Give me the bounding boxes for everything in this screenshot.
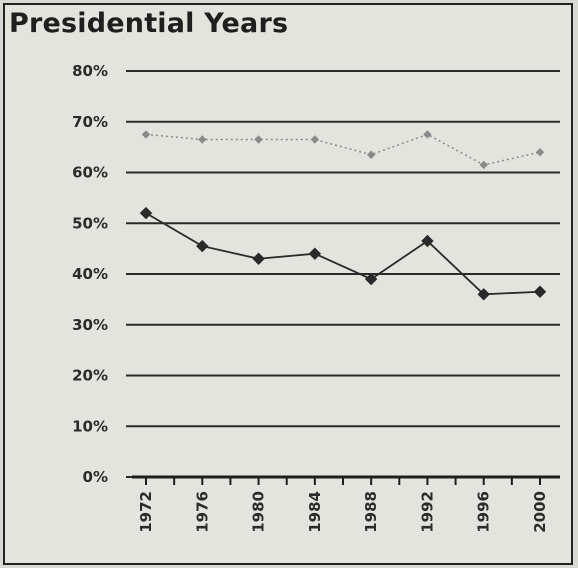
series-2 (139, 206, 547, 301)
y-tick-label: 20% (72, 367, 108, 385)
x-tick-label: 1980 (250, 491, 268, 533)
x-tick-label: 1984 (306, 491, 324, 533)
data-point (139, 206, 153, 220)
data-point (364, 272, 378, 286)
data-point (198, 135, 207, 144)
x-tick-label: 1992 (418, 491, 436, 533)
data-point (479, 160, 488, 170)
y-tick-label: 0% (83, 468, 108, 486)
x-tick-label: 1996 (475, 491, 493, 533)
chart-title: Presidential Years (9, 8, 289, 39)
data-point (141, 130, 151, 139)
x-axis-ticks: 1972 1976 1980 1984 1988 1992 1996 2000 (137, 491, 549, 533)
data-point (477, 288, 490, 301)
x-tick-label: 1972 (137, 491, 155, 533)
series-line (145, 133, 541, 166)
y-tick-label: 10% (72, 417, 108, 435)
chart-frame (3, 3, 573, 565)
data-point (196, 239, 209, 253)
y-tick-label: 60% (72, 164, 108, 182)
data-point (533, 285, 547, 298)
y-tick-label: 50% (72, 214, 108, 232)
series-group (139, 130, 547, 301)
data-point (366, 150, 376, 159)
series-line (145, 212, 541, 296)
data-point (535, 147, 545, 157)
series-1 (141, 130, 545, 170)
data-point (423, 130, 432, 139)
y-axis-ticks: 0% 10% 20% 30% 40% 50% 60% 70% 80% (72, 62, 132, 486)
x-tick-label: 1976 (193, 491, 211, 533)
x-tick-label: 1988 (362, 491, 380, 533)
data-point (252, 252, 265, 265)
grid-lines (132, 70, 560, 428)
data-point (421, 234, 434, 248)
y-tick-label: 70% (72, 113, 108, 131)
y-tick-label: 40% (72, 265, 108, 283)
y-tick-label: 30% (72, 316, 108, 334)
data-point (308, 247, 322, 260)
x-axis (132, 475, 560, 485)
x-tick-label: 2000 (531, 491, 549, 533)
data-point (310, 135, 320, 144)
y-tick-label: 80% (72, 62, 108, 80)
data-point (254, 135, 263, 144)
